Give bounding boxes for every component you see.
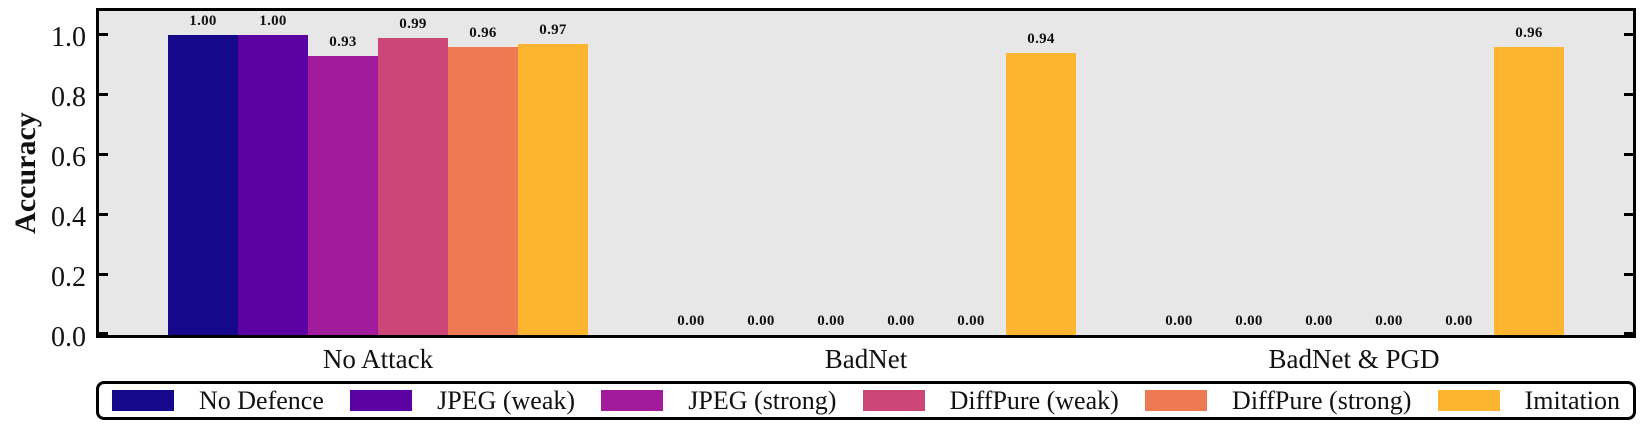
legend-item-jpeg-weak: JPEG (weak) bbox=[350, 385, 576, 415]
y-tick-mark bbox=[1624, 153, 1633, 156]
bar-imitation-no-attack bbox=[518, 44, 588, 335]
bar-value-label: 0.00 bbox=[1305, 313, 1333, 329]
bar-value-label: 0.93 bbox=[329, 34, 357, 50]
bar-value-label: 0.00 bbox=[1165, 313, 1193, 329]
bar-value-label: 0.00 bbox=[887, 313, 915, 329]
legend-swatch bbox=[601, 390, 664, 411]
legend-item-imitation: Imitation bbox=[1437, 385, 1620, 415]
bar-value-label: 0.00 bbox=[957, 313, 985, 329]
y-tick-label: 0.2 bbox=[51, 262, 86, 293]
bar-jpeg-strong-no-attack bbox=[308, 56, 378, 335]
plot-area: 1.00 1.00 0.93 0.99 0.96 0.97 0.00 0.00 0.00 0.00… bbox=[96, 8, 1636, 338]
y-tick-mark bbox=[99, 93, 108, 96]
legend-label: Imitation bbox=[1524, 385, 1620, 415]
bar-value-label: 1.00 bbox=[189, 13, 217, 29]
bar-no-defence-no-attack bbox=[168, 35, 238, 335]
legend: No Defence JPEG (weak) JPEG (strong) DiffPu… bbox=[96, 381, 1636, 420]
bar-value-label: 0.97 bbox=[539, 22, 567, 38]
legend-swatch bbox=[350, 390, 413, 411]
y-tick-mark bbox=[99, 33, 108, 36]
bar-jpeg-weak-no-attack bbox=[238, 35, 308, 335]
y-tick-mark bbox=[99, 332, 108, 335]
legend-swatch bbox=[112, 390, 174, 411]
y-tick-mark bbox=[1624, 93, 1633, 96]
y-tick-mark bbox=[1624, 33, 1633, 36]
y-tick-mark bbox=[1624, 213, 1633, 216]
y-tick-mark bbox=[99, 153, 108, 156]
bar-value-label: 0.00 bbox=[1235, 313, 1263, 329]
y-tick-label: 1.0 bbox=[51, 22, 86, 53]
bar-value-label: 1.00 bbox=[259, 13, 287, 29]
bar-value-label: 0.94 bbox=[1027, 31, 1055, 47]
legend-label: JPEG (strong) bbox=[688, 385, 837, 415]
y-tick-label: 0.0 bbox=[51, 322, 86, 353]
x-tick-label-badnet-pgd: BadNet & PGD bbox=[1268, 344, 1440, 374]
y-tick-label: 0.6 bbox=[51, 142, 86, 173]
bar-value-label: 0.96 bbox=[1515, 25, 1543, 41]
bar-value-label: 0.00 bbox=[1375, 313, 1403, 329]
bar-value-label: 0.00 bbox=[817, 313, 845, 329]
legend-label: DiffPure (weak) bbox=[949, 385, 1119, 415]
bar-value-label: 0.00 bbox=[747, 313, 775, 329]
legend-label: No Defence bbox=[199, 385, 324, 415]
bar-diffpure-weak-no-attack bbox=[378, 38, 448, 335]
bar-value-label: 0.96 bbox=[469, 25, 497, 41]
legend-label: JPEG (weak) bbox=[437, 385, 576, 415]
legend-item-diffpure-strong: DiffPure (strong) bbox=[1145, 385, 1412, 415]
bar-diffpure-strong-no-attack bbox=[448, 47, 518, 335]
legend-swatch bbox=[862, 390, 925, 411]
y-tick-label: 0.8 bbox=[51, 82, 86, 113]
legend-swatch bbox=[1437, 390, 1500, 411]
legend-item-jpeg-strong: JPEG (strong) bbox=[601, 385, 837, 415]
plot-inner: 1.00 1.00 0.93 0.99 0.96 0.97 0.00 0.00 0.00 0.00… bbox=[99, 11, 1633, 335]
legend-item-no-defence: No Defence bbox=[112, 385, 324, 415]
legend-label: DiffPure (strong) bbox=[1232, 385, 1412, 415]
y-tick-label: 0.4 bbox=[51, 202, 86, 233]
y-tick-mark bbox=[1624, 273, 1633, 276]
y-tick-mark bbox=[99, 273, 108, 276]
legend-item-diffpure-weak: DiffPure (weak) bbox=[862, 385, 1119, 415]
x-tick-label-badnet: BadNet bbox=[824, 344, 908, 374]
y-tick-mark bbox=[1624, 332, 1633, 335]
bar-value-label: 0.99 bbox=[399, 16, 427, 32]
bar-imitation-badnet-pgd bbox=[1494, 47, 1564, 335]
y-tick-mark bbox=[99, 213, 108, 216]
legend-swatch bbox=[1145, 390, 1208, 411]
bar-imitation-badnet bbox=[1006, 53, 1076, 335]
bar-value-label: 0.00 bbox=[677, 313, 705, 329]
bar-value-label: 0.00 bbox=[1445, 313, 1473, 329]
x-tick-label-no-attack: No Attack bbox=[322, 344, 434, 374]
